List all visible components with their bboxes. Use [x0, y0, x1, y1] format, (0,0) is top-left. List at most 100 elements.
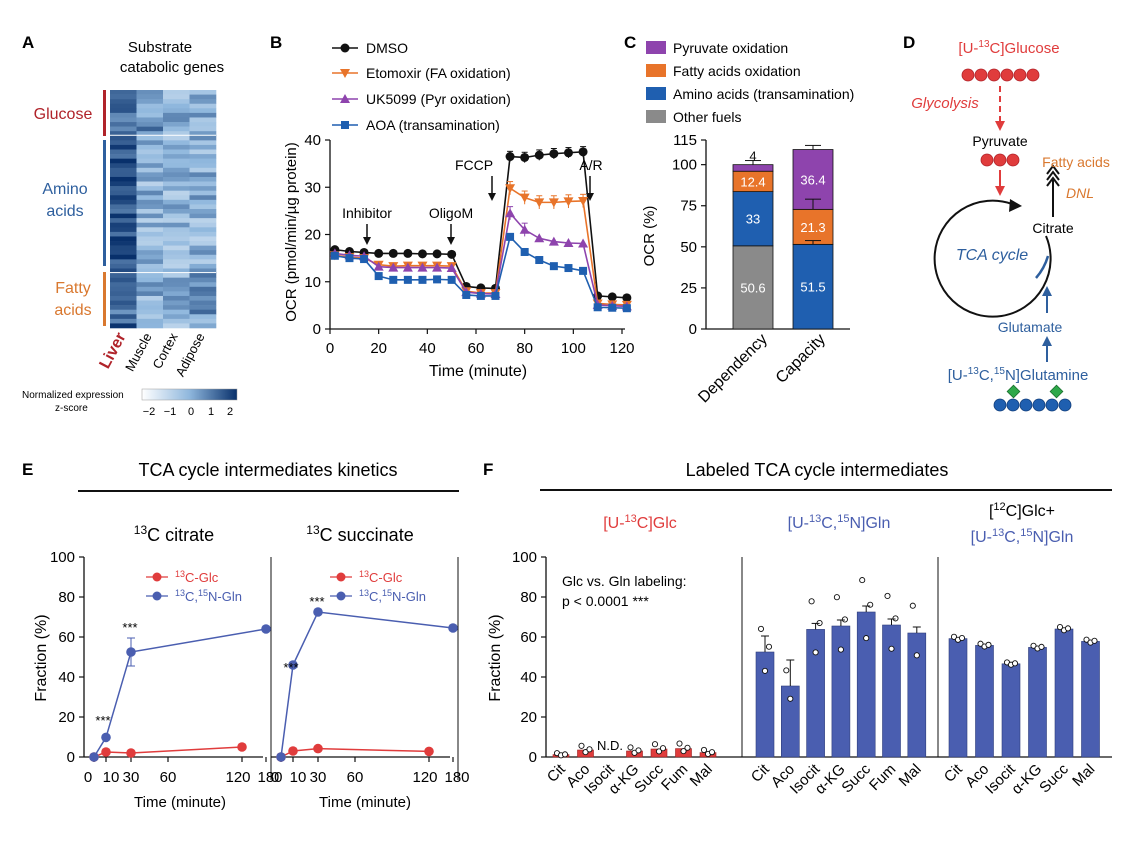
legend-swatch-fatty — [646, 64, 666, 77]
f-note: Glc vs. Gln labeling: — [562, 573, 687, 589]
heatmap-cell — [189, 103, 217, 109]
heatmap-cell — [136, 154, 164, 159]
heatmap-cell — [110, 300, 137, 306]
heatmap-cell — [110, 295, 137, 301]
heatmap-cell — [110, 149, 137, 155]
heatmap-cell — [189, 190, 217, 196]
f-replicate-dot — [888, 645, 895, 652]
heatmap-cell — [110, 291, 137, 297]
heatmap-cell — [163, 154, 190, 159]
e-x-tick-label: 10 — [290, 769, 307, 786]
f-category-label: Mal — [896, 761, 925, 790]
ocr-point — [607, 292, 617, 302]
f-replicate-dot — [684, 744, 691, 751]
heatmap-cell — [163, 140, 190, 146]
e-x-tick-label: 120 — [412, 769, 437, 786]
heatmap-cell — [136, 236, 164, 242]
heatmap-cell — [136, 305, 164, 310]
heatmap-cell — [110, 167, 137, 173]
glutamine-atoms — [993, 384, 1072, 412]
heatmap-cell — [189, 181, 217, 187]
e-x-tick-label: 60 — [347, 769, 364, 786]
heatmap-cell — [163, 286, 190, 292]
group-label-fatty-1: Fatty — [55, 280, 91, 297]
colorbar-tick: 0 — [188, 406, 194, 418]
panel-a: Substrate catabolic genes Glucose Amino … — [22, 39, 238, 418]
significance-succinate-30: *** — [309, 594, 324, 609]
heatmap-cell — [136, 245, 164, 251]
heatmap-cell — [189, 126, 217, 132]
e-point — [288, 660, 298, 670]
f-replicate-dot — [761, 667, 769, 674]
heatmap-cell — [163, 117, 190, 123]
heatmap-cell — [136, 277, 164, 283]
stacked-bar-segment — [792, 243, 834, 330]
heatmap-cell — [189, 295, 217, 301]
heatmap-cell — [189, 259, 217, 265]
heatmap-cell — [163, 300, 190, 306]
dnl-label: DNL — [1066, 185, 1094, 201]
colorbar — [141, 388, 238, 401]
f-replicate-dot — [841, 616, 848, 623]
heatmap-cell — [110, 99, 137, 105]
ocr-point — [433, 275, 442, 284]
f-replicate-dot — [655, 748, 663, 755]
e-header: TCA cycle intermediates kinetics — [138, 460, 397, 480]
ocr-point — [432, 262, 443, 272]
tca-cycle-circle — [933, 199, 1052, 318]
f-replicate-dot — [651, 741, 659, 748]
f-replicate-dot — [892, 615, 899, 622]
pyruvate-carbons — [980, 153, 1020, 167]
heatmap-cell — [189, 176, 217, 182]
heatmap-cell — [163, 222, 190, 228]
heatmap-cell — [136, 181, 164, 187]
heatmap-cell — [136, 227, 164, 233]
panel-label-b: B — [270, 33, 282, 52]
e-legend-citrate: 13C-Glc 13C,15N-Gln — [146, 569, 242, 604]
e-x-tick-label: 10 — [103, 769, 120, 786]
group-label-amino-2: acids — [46, 203, 83, 220]
ocr-point — [506, 232, 515, 241]
heatmap-cell — [189, 135, 217, 141]
f-replicate-dot — [863, 635, 870, 642]
f-bar — [975, 645, 994, 758]
legend-marker-etomoxir — [340, 69, 350, 78]
category-label-capacity: Capacity — [773, 331, 829, 387]
f-replicate-dot — [586, 746, 593, 753]
ocr-percent-y-tick-label: 25 — [680, 280, 697, 297]
heatmap-cell — [189, 144, 217, 150]
heatmap-cell — [189, 209, 217, 214]
ocr-point — [608, 303, 617, 312]
heatmap-cell — [163, 135, 190, 141]
heatmap-cell — [136, 241, 164, 246]
f-replicate-dot — [1038, 643, 1045, 650]
e-x-tick-label: 120 — [225, 769, 250, 786]
heatmap-cell — [163, 227, 190, 233]
heatmap-cell — [136, 158, 164, 164]
e-legend-succinate: 13C-Glc 13C,15N-Gln — [330, 569, 426, 604]
ocr-percent-y-tick-label: 50 — [680, 239, 697, 256]
group-label-fatty-2: acids — [54, 302, 91, 319]
f-y-label: Fraction (%) — [487, 614, 504, 701]
e-series-line — [93, 628, 267, 758]
f-replicate-dot — [977, 640, 984, 647]
heatmap-cell — [110, 131, 137, 137]
heatmap-cell — [163, 213, 190, 219]
f-replicate-dot — [884, 592, 891, 600]
ocr-point — [505, 184, 516, 194]
group-label-amino-1: Amino — [42, 181, 87, 198]
heatmap-cell — [110, 204, 137, 210]
heatmap-cell — [163, 209, 190, 214]
colorbar-tick: 2 — [227, 406, 233, 418]
f-replicate-dot — [950, 633, 958, 640]
f-bar — [1028, 647, 1047, 758]
heatmap-cell — [189, 158, 217, 164]
f-replicate-dot — [837, 646, 844, 653]
ocr-point — [388, 262, 399, 272]
legend-swatch-other — [646, 110, 666, 123]
ocr-point — [534, 198, 545, 208]
heatmap-cell — [136, 250, 164, 256]
heatmap-cell — [110, 135, 137, 141]
heatmap-cell — [163, 323, 190, 329]
heatmap-cell — [136, 126, 164, 132]
